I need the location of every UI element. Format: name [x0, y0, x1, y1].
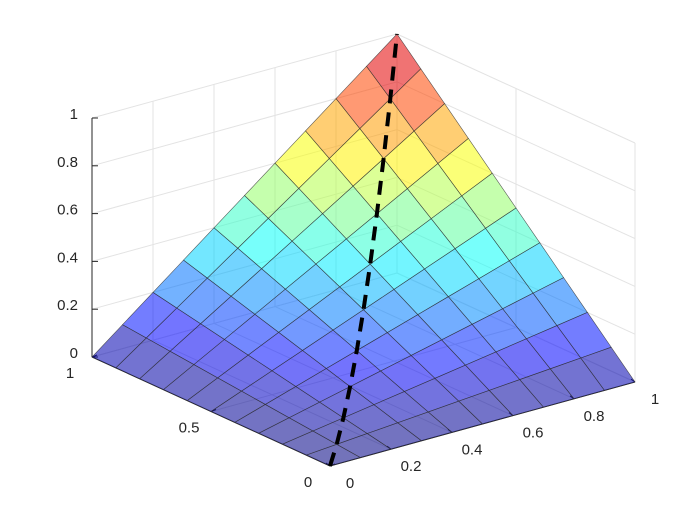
x-tick-label: 0.2: [401, 458, 422, 475]
x-tick-label: 0.6: [523, 425, 544, 442]
z-tick-label: 0.6: [57, 202, 78, 219]
z-tick-label: 0.2: [57, 297, 78, 314]
y-tick-label: 0: [304, 474, 312, 491]
z-tick-label: 0: [70, 345, 78, 362]
z-tick-label: 1: [70, 106, 78, 123]
dashed-line: [328, 33, 399, 467]
grid-line: [91, 33, 398, 119]
x-tick-label: 1: [651, 391, 659, 408]
z-tick-label: 0.4: [57, 249, 78, 266]
x-tick-label: 0.8: [584, 408, 605, 425]
x-tick-label: 0.4: [462, 441, 483, 458]
y-tick-label: 0.5: [179, 419, 200, 436]
z-tick-label: 0.8: [57, 154, 78, 171]
x-tick-label: 0: [346, 475, 354, 492]
y-tick-label: 1: [66, 365, 74, 382]
